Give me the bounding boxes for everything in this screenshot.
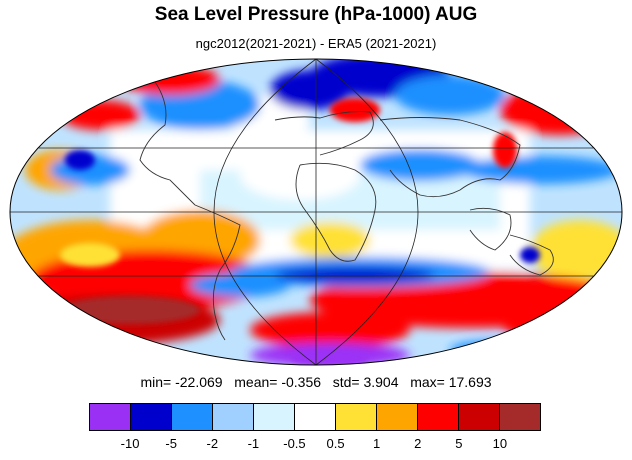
world-map — [9, 58, 623, 366]
chart-title: Sea Level Pressure (hPa-1000) AUG — [154, 4, 478, 25]
mean-value: -0.356 — [281, 374, 322, 390]
std-value: 3.904 — [363, 374, 399, 390]
chart-subtitle: ngc2012(2021-2021) - ERA5 (2021-2021) — [195, 36, 437, 51]
colorbar-tick-labels: -10 -5 -2 -1 -0.5 0.5 1 2 5 10 — [0, 436, 632, 454]
colorbar-swatch — [459, 404, 500, 430]
colorbar-tick-label: 2 — [414, 436, 422, 451]
colorbar-tick-label: 1 — [373, 436, 381, 451]
colorbar-swatch — [254, 404, 295, 430]
colorbar-tick-label: -10 — [120, 436, 140, 451]
colorbar-swatch — [131, 404, 172, 430]
colorbar-tick-label: 10 — [492, 436, 508, 451]
coastlines — [139, 74, 554, 341]
colorbar-tick-label: -5 — [165, 436, 177, 451]
colorbar-tick-label: 5 — [455, 436, 463, 451]
mean-label: mean= — [234, 374, 278, 390]
max-value: 17.693 — [448, 374, 492, 390]
std-label: std= — [332, 374, 360, 390]
min-value: -22.069 — [175, 374, 223, 390]
colorbar-tick-label: 0.5 — [326, 436, 345, 451]
colorbar — [89, 403, 541, 431]
colorbar-swatch — [377, 404, 418, 430]
statistics-line: min= -22.069 mean= -0.356 std= 3.904 max… — [0, 374, 632, 390]
colorbar-swatch — [336, 404, 377, 430]
max-label: max= — [410, 374, 445, 390]
colorbar-swatch — [295, 404, 336, 430]
min-label: min= — [140, 374, 172, 390]
globe-outline — [9, 58, 623, 366]
colorbar-swatch — [90, 404, 131, 430]
colorbar-swatch — [500, 404, 540, 430]
colorbar-tick-label: -1 — [247, 436, 260, 451]
colorbar-swatch — [172, 404, 213, 430]
colorbar-tick-label: -2 — [206, 436, 219, 451]
colorbar-swatch — [418, 404, 459, 430]
colorbar-tick-label: -0.5 — [283, 436, 306, 451]
colorbar-swatch — [213, 404, 254, 430]
graticule — [10, 58, 622, 366]
